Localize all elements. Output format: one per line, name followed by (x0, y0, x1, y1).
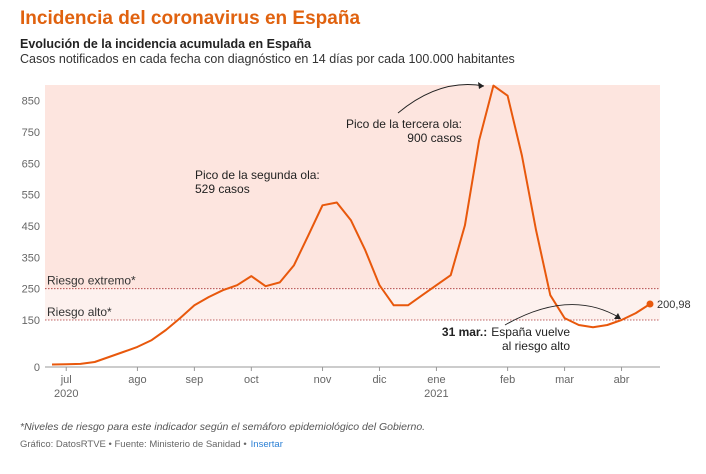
y-tick-label: 250 (22, 284, 40, 296)
annotation-text: España vuelve (491, 325, 570, 339)
y-tick-label: 0 (34, 362, 40, 374)
y-tick-label: 850 (22, 96, 40, 108)
y-tick-label: 150 (22, 315, 40, 327)
annotation: Pico de la segunda ola: (195, 168, 320, 182)
x-tick-label: dic (372, 374, 387, 386)
x-tick-label: nov (314, 374, 332, 386)
annotation-text: al riesgo alto (502, 339, 570, 353)
x-tick-label: sep (186, 374, 204, 386)
annotation: 31 mar.: España vuelve (442, 325, 570, 339)
y-tick-label: 550 (22, 190, 40, 202)
chart-subtitle: Evolución de la incidencia acumulada en … (20, 37, 312, 51)
x-tick-label: feb (500, 374, 515, 386)
source-text: Gráfico: DatosRTVE • Fuente: Ministerio … (20, 439, 247, 450)
x-tick-label: ene (427, 374, 445, 386)
value-label: 200,98 (657, 299, 691, 311)
annotation: Pico de la tercera ola: (346, 117, 462, 131)
annotation-arrow (397, 84, 485, 114)
x-tick-label: jul (60, 374, 72, 386)
x-year-label: 2021 (424, 388, 448, 400)
source: Gráfico: DatosRTVE • Fuente: Ministerio … (20, 439, 283, 450)
link[interactable]: Insertar (251, 439, 283, 450)
y-tick-label: 650 (22, 158, 40, 170)
risk-band (45, 85, 660, 289)
annotation-text: 529 casos (195, 182, 250, 196)
chart-title: Incidencia del coronavirus en España (20, 8, 360, 29)
y-tick-label: 750 (22, 127, 40, 139)
risk-band (45, 288, 660, 320)
annotation: al riesgo alto (502, 339, 570, 353)
risk-label: Riesgo alto* (47, 305, 112, 319)
arrow-head (614, 313, 621, 319)
line (51, 84, 651, 366)
annotation: 529 casos (195, 182, 250, 196)
x-tick-label: oct (244, 374, 259, 386)
annotation-arrow (504, 304, 621, 326)
annotation-text: Pico de la segunda ola: (195, 168, 320, 182)
annotation: 900 casos (407, 131, 462, 145)
x-year-label: 2020 (54, 388, 78, 400)
x-tick-label: mar (555, 374, 574, 386)
risk-label: Riesgo extremo* (47, 274, 136, 288)
chart-description: Casos notificados en cada fecha con diag… (20, 52, 515, 66)
x-tick-label: ago (128, 374, 146, 386)
annotation-bold: 31 mar.: (442, 325, 487, 339)
y-tick-label: 450 (22, 221, 40, 233)
x-tick-label: abr (614, 374, 630, 386)
end-point (646, 300, 654, 308)
annotation-text: 900 casos (407, 131, 462, 145)
note: *Niveles de riesgo para este indicador s… (20, 421, 425, 433)
arrow-head (478, 82, 484, 89)
y-tick-label: 350 (22, 252, 40, 264)
annotation-text: Pico de la tercera ola: (346, 117, 462, 131)
